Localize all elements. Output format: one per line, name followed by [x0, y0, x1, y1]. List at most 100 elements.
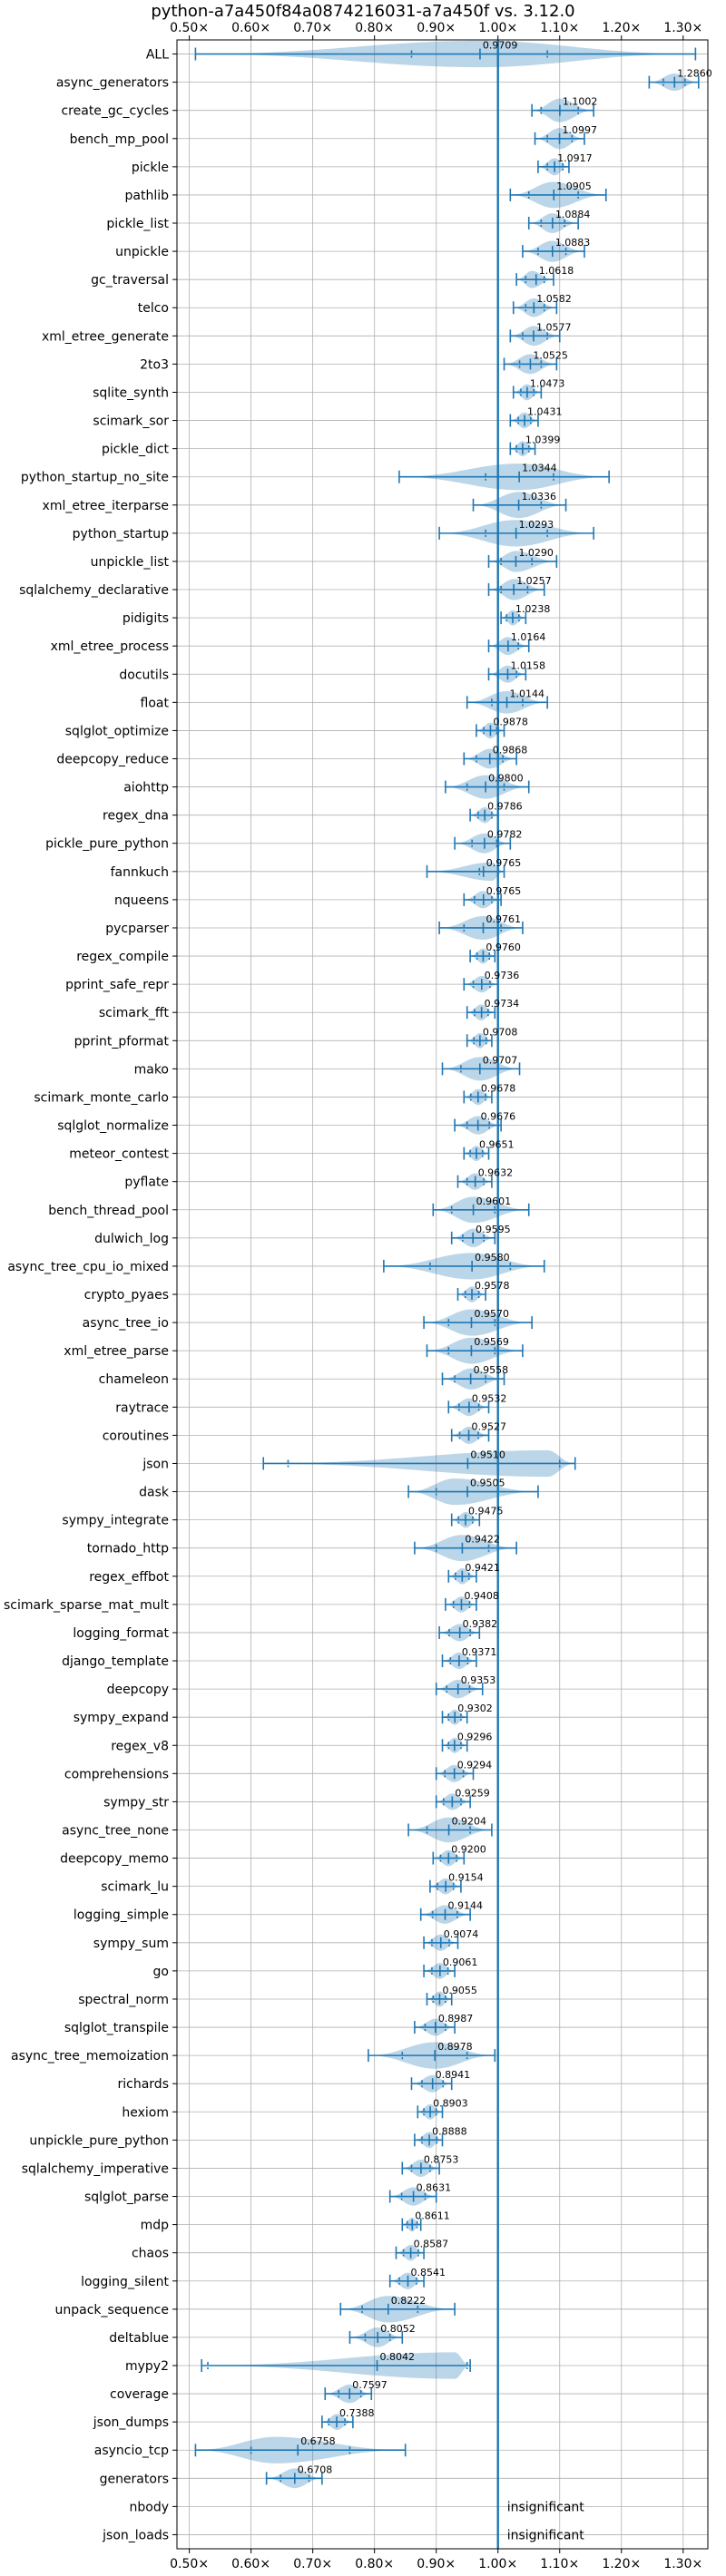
data-label-deltablue: 0.8052 — [380, 2323, 416, 2335]
category-label-scimark-monte-carlo: scimark_monte_carlo — [34, 1090, 169, 1105]
category-label-pidigits: pidigits — [123, 611, 169, 626]
category-label-comprehensions: comprehensions — [64, 1767, 169, 1781]
data-label-2to3: 1.0525 — [533, 349, 568, 361]
data-label-dulwich-log: 0.9595 — [476, 1224, 511, 1235]
category-label-mako: mako — [134, 1062, 169, 1077]
data-label-async-tree-none: 0.9204 — [452, 1815, 487, 1827]
data-label-sqlalchemy-declarative: 1.0257 — [516, 575, 552, 587]
category-label-go: go — [153, 1965, 169, 1979]
x-tick-label-top: 1.20× — [602, 21, 641, 35]
data-label-fannkuch: 0.9765 — [486, 857, 522, 869]
x-tick-label-bottom: 1.10× — [540, 2557, 579, 2571]
category-label-2to3: 2to3 — [140, 357, 169, 372]
plot-frame — [176, 39, 709, 2550]
category-label-chaos: chaos — [132, 2247, 169, 2261]
data-label-async-tree-io: 0.9570 — [474, 1308, 509, 1320]
data-label-sqlalchemy-imperative: 0.8753 — [424, 2153, 459, 2165]
data-label-coverage: 0.7597 — [352, 2379, 388, 2391]
data-label-sqlglot-optimize: 0.9878 — [493, 716, 528, 727]
data-label-gc-traversal: 1.0618 — [539, 265, 574, 277]
category-label-hexiom: hexiom — [122, 2105, 169, 2120]
category-label-float: float — [141, 696, 170, 710]
category-label-sqlglot-optimize: sqlglot_optimize — [65, 724, 169, 738]
grid-lines — [177, 40, 708, 2549]
category-label-sympy-str: sympy_str — [103, 1795, 169, 1810]
data-label-comprehensions: 0.9294 — [457, 1759, 493, 1771]
data-label-deepcopy: 0.9353 — [461, 1674, 495, 1686]
data-label-json: 0.9510 — [470, 1449, 505, 1460]
category-label-pprint-safe-repr: pprint_safe_repr — [65, 978, 169, 992]
category-label-scimark-fft: scimark_fft — [99, 1006, 170, 1020]
category-label-logging-silent: logging_silent — [81, 2275, 169, 2289]
data-label-create-gc-cycles: 1.1002 — [563, 96, 598, 108]
category-label-coroutines: coroutines — [103, 1429, 169, 1443]
data-label-sqlglot-parse: 0.8631 — [417, 2182, 452, 2194]
data-label-xml-etree-process: 1.0164 — [511, 631, 546, 643]
data-label-unpickle: 1.0883 — [555, 237, 591, 249]
category-label-python-startup: python_startup — [73, 527, 169, 542]
category-label-regex-compile: regex_compile — [76, 950, 169, 964]
data-label-regex-effbot: 0.9421 — [465, 1562, 500, 1574]
category-label-sympy-integrate: sympy_integrate — [62, 1514, 169, 1528]
data-label-regex-v8: 0.9296 — [457, 1731, 492, 1742]
category-label-sqlglot-transpile: sqlglot_transpile — [64, 2021, 169, 2035]
category-label-chameleon: chameleon — [99, 1372, 169, 1387]
x-tick-label-top: 0.60× — [231, 21, 270, 35]
x-tick-label-top: 0.90× — [417, 21, 456, 35]
category-label-nbody: nbody — [130, 2500, 170, 2514]
data-label-django-template: 0.9371 — [462, 1646, 497, 1658]
category-label-scimark-sparse-mat-mult: scimark_sparse_mat_mult — [4, 1598, 169, 1613]
data-label-pprint-safe-repr: 0.9736 — [485, 970, 520, 981]
x-tick-label-bottom: 0.60× — [231, 2557, 270, 2571]
category-label-pprint-pformat: pprint_pformat — [74, 1034, 170, 1049]
category-label-bench-mp-pool: bench_mp_pool — [70, 132, 169, 147]
category-label-regex-effbot: regex_effbot — [89, 1570, 169, 1585]
category-label-coverage: coverage — [110, 2387, 169, 2402]
data-label-pycparser: 0.9761 — [486, 913, 521, 925]
category-label-async-tree-memoization: async_tree_memoization — [11, 2049, 169, 2064]
x-tick-label-top: 0.50× — [170, 21, 209, 35]
data-label-pickle: 1.0917 — [557, 152, 593, 164]
data-label-json-dumps: 0.7388 — [339, 2407, 375, 2419]
data-label-pyflate: 0.9632 — [478, 1167, 514, 1179]
category-label-deepcopy-memo: deepcopy_memo — [60, 1852, 169, 1867]
data-label-pprint-pformat: 0.9708 — [483, 1026, 518, 1038]
data-label-regex-compile: 0.9760 — [486, 942, 521, 953]
category-label-gc-traversal: gc_traversal — [91, 273, 169, 288]
x-tick-label-top: 0.70× — [293, 21, 332, 35]
category-label-dask: dask — [139, 1486, 170, 1500]
category-label-sqlglot-parse: sqlglot_parse — [84, 2191, 169, 2205]
category-label-python-startup-no-site: python_startup_no_site — [21, 471, 169, 485]
category-label-sqlalchemy-declarative: sqlalchemy_declarative — [19, 583, 169, 598]
x-tick-label-bottom: 0.80× — [355, 2557, 394, 2571]
category-label-pathlib: pathlib — [125, 189, 170, 203]
data-label-spectral-norm: 0.9055 — [442, 1985, 477, 1996]
data-label-telco: 1.0582 — [536, 293, 572, 305]
category-label-pickle: pickle — [132, 161, 169, 175]
data-label-generators: 0.6708 — [298, 2464, 333, 2475]
category-label-xml-etree-parse: xml_etree_parse — [64, 1344, 169, 1359]
data-label-async-tree-memoization: 0.8978 — [437, 2041, 473, 2053]
category-label-create-gc-cycles: create_gc_cycles — [61, 104, 169, 119]
data-label-mypy2: 0.8042 — [380, 2351, 416, 2363]
data-label-deepcopy-memo: 0.9200 — [451, 1844, 486, 1856]
x-tick-label-bottom: 1.20× — [602, 2557, 641, 2571]
category-label-unpack-sequence: unpack_sequence — [55, 2303, 169, 2317]
category-label-xml-etree-iterparse: xml_etree_iterparse — [43, 499, 169, 513]
insignificant-label-json-loads: insignificant — [507, 2528, 585, 2542]
data-label-bench-mp-pool: 1.0997 — [563, 124, 598, 136]
category-label-nqueens: nqueens — [114, 893, 169, 908]
x-axis-ticks: 0.50× 0.50× 0.60× 0.60× 0.70× 0.70× 0.80× 0.80×… — [170, 21, 702, 2571]
x-tick-label-bottom: 1.30× — [663, 2557, 702, 2571]
data-label-deepcopy-reduce: 0.9868 — [493, 745, 528, 756]
category-label-telco: telco — [138, 301, 169, 316]
category-label-deepcopy: deepcopy — [107, 1683, 169, 1697]
category-label-spectral-norm: spectral_norm — [78, 1993, 169, 2007]
x-tick-label-top: 1.00× — [478, 21, 517, 35]
category-label-pickle-dict: pickle_dict — [102, 443, 170, 457]
data-label-logging-simple: 0.9144 — [447, 1900, 483, 1912]
data-label-unpickle-pure-python: 0.8888 — [432, 2125, 467, 2137]
category-label-xml-etree-process: xml_etree_process — [51, 639, 169, 654]
category-label-regex-v8: regex_v8 — [111, 1739, 169, 1753]
